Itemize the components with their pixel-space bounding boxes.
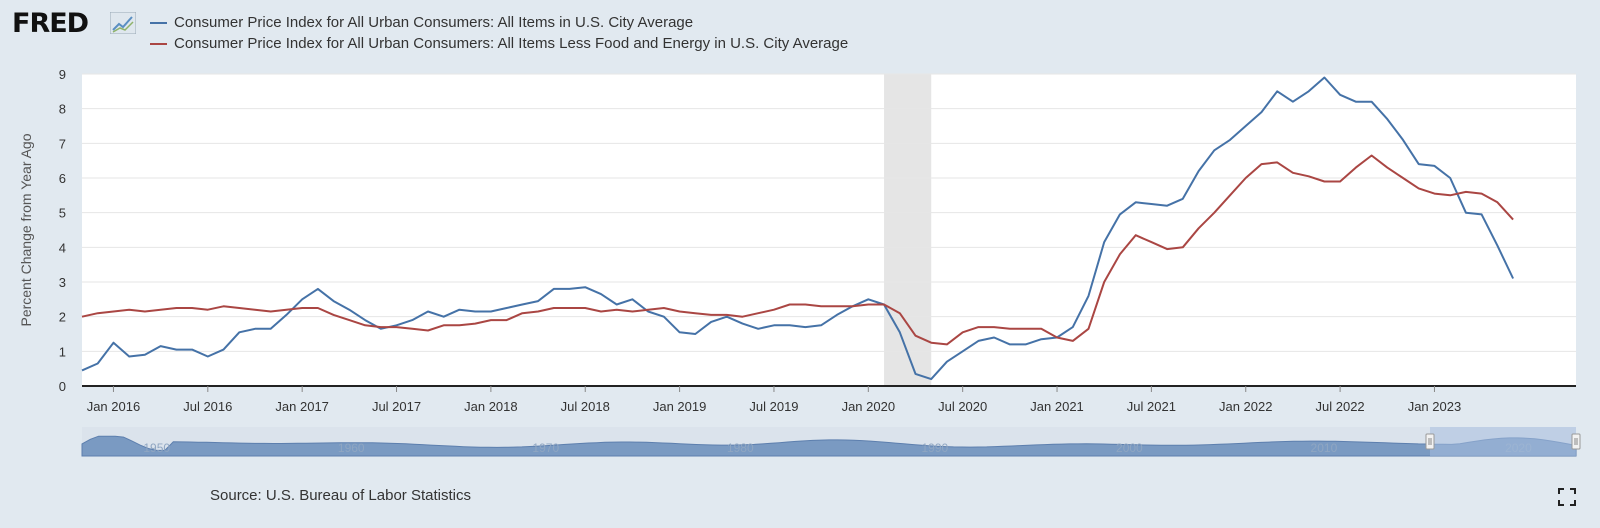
- fred-logo[interactable]: FRED: [12, 8, 136, 39]
- legend-swatch: [150, 43, 167, 45]
- navigator-tick-label: 1960: [338, 441, 365, 455]
- y-tick-label: 6: [59, 171, 66, 186]
- x-tick-label: Jan 2018: [464, 399, 518, 414]
- chart: 0 1 2 3 4 5 6 7 8 9 Jan 2016 Jul 2016 Jan 2017 Jul 20…: [18, 67, 1581, 457]
- navigator-window: [1430, 427, 1576, 456]
- x-tick-label: Jan 2023: [1408, 399, 1462, 414]
- x-tick-label: Jan 2016: [87, 399, 141, 414]
- x-tick-label: Jul 2020: [938, 399, 987, 414]
- x-tick-label: Jan 2017: [275, 399, 329, 414]
- x-tick-label: Jul 2018: [561, 399, 610, 414]
- y-tick-label: 2: [59, 310, 66, 325]
- x-tick-label: Jan 2019: [653, 399, 707, 414]
- navigator-handle[interactable]: [1571, 433, 1581, 450]
- recession-band: [884, 74, 932, 386]
- y-tick-label: 9: [59, 67, 66, 82]
- y-tick-label: 5: [59, 206, 66, 221]
- navigator-tick-label: 2010: [1311, 441, 1338, 455]
- x-tick-label: Jul 2021: [1127, 399, 1176, 414]
- y-tick-label: 1: [59, 344, 66, 359]
- navigator-tick-label: 1980: [727, 441, 754, 455]
- fullscreen-icon[interactable]: [1558, 488, 1576, 506]
- series-line-1: [81, 76, 1515, 381]
- source-text: Source: U.S. Bureau of Labor Statistics: [210, 487, 471, 504]
- x-tick-label: Jan 2020: [842, 399, 896, 414]
- x-tick-label: Jul 2022: [1316, 399, 1365, 414]
- x-tick-label: Jan 2021: [1030, 399, 1084, 414]
- navigator-tick-label: 1970: [532, 441, 559, 455]
- y-tick-label: 3: [59, 275, 66, 290]
- x-tick-label: Jul 2016: [183, 399, 232, 414]
- navigator: 19501960197019801990200020102020: [81, 427, 1581, 457]
- y-tick-label: 7: [59, 136, 66, 151]
- legend-label: Consumer Price Index for All Urban Consu…: [174, 35, 849, 52]
- y-tick-label: 4: [59, 240, 66, 255]
- x-tick-label: Jul 2019: [749, 399, 798, 414]
- navigator-tick-label: 2000: [1116, 441, 1143, 455]
- logo-text: FRED: [12, 8, 89, 39]
- navigator-series: [81, 435, 1577, 457]
- legend-label: Consumer Price Index for All Urban Consu…: [174, 14, 694, 31]
- plot-area: [82, 74, 1576, 386]
- navigator-tick-label: 1990: [921, 441, 948, 455]
- chart-line-icon: [110, 12, 136, 34]
- y-tick-label: 0: [59, 379, 66, 394]
- navigator-tick-label: 1950: [143, 441, 170, 455]
- x-tick-label: Jan 2022: [1219, 399, 1273, 414]
- y-axis-label: Percent Change from Year Ago: [18, 133, 34, 326]
- navigator-handle[interactable]: [1425, 433, 1435, 450]
- legend-swatch: [150, 22, 167, 24]
- x-tick-label: Jul 2017: [372, 399, 421, 414]
- series-line-2: [81, 154, 1514, 346]
- y-tick-label: 8: [59, 102, 66, 117]
